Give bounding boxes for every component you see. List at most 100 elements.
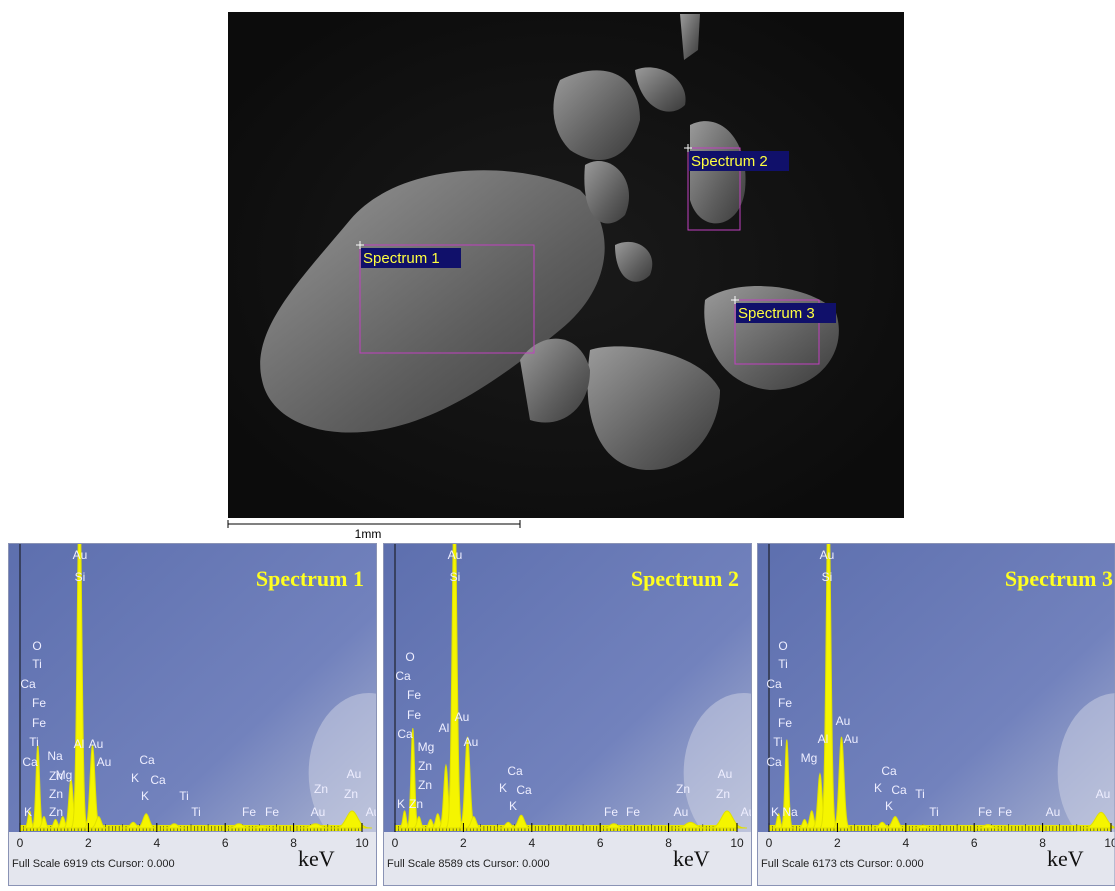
element-label: Na bbox=[47, 749, 63, 763]
element-label: Zn bbox=[49, 787, 63, 801]
element-label: K bbox=[397, 797, 405, 811]
element-label: Fe bbox=[32, 716, 46, 730]
x-tick-label: 8 bbox=[665, 836, 672, 850]
element-label: K bbox=[509, 799, 517, 813]
element-label: Fe bbox=[626, 805, 640, 819]
element-label: Mg bbox=[801, 751, 818, 765]
element-label: Au bbox=[455, 710, 470, 724]
element-label: Ti bbox=[29, 735, 39, 749]
element-label: O bbox=[405, 650, 414, 664]
unit-label: keV bbox=[673, 846, 710, 871]
element-label: Fe bbox=[604, 805, 618, 819]
element-label: Fe bbox=[242, 805, 256, 819]
element-label: Ca bbox=[22, 755, 38, 769]
spectrum-title: Spectrum 2 bbox=[631, 566, 739, 591]
element-label: Ca bbox=[397, 727, 413, 741]
x-tick-label: 4 bbox=[528, 836, 535, 850]
element-label: Ca bbox=[395, 669, 411, 683]
element-label: Ti bbox=[915, 787, 925, 801]
x-tick-label: 0 bbox=[392, 836, 399, 850]
element-label: Zn bbox=[314, 782, 328, 796]
x-tick-label: 2 bbox=[85, 836, 92, 850]
element-label: Zn bbox=[344, 787, 358, 801]
unit-label: keV bbox=[1047, 846, 1084, 871]
x-tick-label: 6 bbox=[597, 836, 604, 850]
region-label: Spectrum 3 bbox=[738, 305, 815, 322]
element-label: Fe bbox=[978, 805, 992, 819]
element-label: Zn bbox=[676, 782, 690, 796]
footer: Full Scale 6173 cts Cursor: 0.000 bbox=[761, 858, 924, 870]
element-label: K bbox=[24, 805, 32, 819]
spectrum-title: Spectrum 1 bbox=[256, 566, 364, 591]
sem-image bbox=[228, 12, 904, 518]
element-label: K bbox=[771, 805, 779, 819]
x-tick-label: 10 bbox=[1104, 836, 1115, 850]
element-label: Au bbox=[73, 548, 88, 562]
element-label: Au bbox=[820, 548, 835, 562]
element-label: Au bbox=[836, 714, 851, 728]
element-label: Ca bbox=[150, 773, 166, 787]
region-label: Spectrum 1 bbox=[363, 250, 440, 267]
element-label: K bbox=[131, 771, 139, 785]
element-label: Ca bbox=[766, 677, 782, 691]
element-label: Au bbox=[366, 805, 381, 819]
element-label: Zn bbox=[49, 805, 63, 819]
element-label: Ca bbox=[20, 677, 36, 691]
element-label: K bbox=[874, 781, 882, 795]
element-label: Fe bbox=[407, 688, 421, 702]
element-label: Au bbox=[1046, 805, 1061, 819]
element-label: Au bbox=[1096, 787, 1111, 801]
element-label: Au bbox=[674, 805, 689, 819]
x-tick-label: 6 bbox=[222, 836, 229, 850]
element-label: Fe bbox=[407, 708, 421, 722]
element-label: Zn bbox=[409, 797, 423, 811]
footer: Full Scale 8589 cts Cursor: 0.000 bbox=[387, 858, 550, 870]
element-label: Au bbox=[464, 735, 479, 749]
element-label: Ca bbox=[891, 783, 907, 797]
element-label: O bbox=[778, 639, 787, 653]
element-label: Ca bbox=[766, 755, 782, 769]
element-label: K bbox=[499, 781, 507, 795]
element-label: Ti bbox=[179, 789, 189, 803]
element-label: Au bbox=[448, 548, 463, 562]
element-label: Au bbox=[89, 737, 104, 751]
element-label: Zn bbox=[49, 769, 63, 783]
x-tick-label: 2 bbox=[834, 836, 841, 850]
element-label: Ca bbox=[139, 753, 155, 767]
spectrum-title: Spectrum 3 bbox=[1005, 566, 1113, 591]
element-label: Zn bbox=[418, 778, 432, 792]
x-tick-label: 8 bbox=[290, 836, 297, 850]
element-label: Ti bbox=[32, 657, 42, 671]
element-label: Al bbox=[74, 737, 85, 751]
element-label: Zn bbox=[716, 787, 730, 801]
element-label: Mg bbox=[418, 740, 435, 754]
element-label: Si bbox=[450, 570, 461, 584]
x-tick-label: 0 bbox=[766, 836, 773, 850]
region-label: Spectrum 2 bbox=[691, 153, 768, 170]
element-label: Ti bbox=[191, 805, 201, 819]
element-label: Fe bbox=[778, 716, 792, 730]
element-label: Si bbox=[75, 570, 86, 584]
footer: Full Scale 6919 cts Cursor: 0.000 bbox=[12, 858, 175, 870]
element-label: Zn bbox=[418, 759, 432, 773]
element-label: Fe bbox=[778, 696, 792, 710]
element-label: Au bbox=[97, 755, 112, 769]
element-label: Al bbox=[818, 732, 829, 746]
element-label: Ca bbox=[507, 764, 523, 778]
x-tick-label: 10 bbox=[355, 836, 369, 850]
element-label: Au bbox=[347, 767, 362, 781]
x-tick-label: 0 bbox=[17, 836, 24, 850]
element-label: Au bbox=[311, 805, 326, 819]
element-label: K bbox=[885, 799, 893, 813]
element-label: Ca bbox=[516, 783, 532, 797]
element-label: Au bbox=[718, 767, 733, 781]
x-tick-label: 4 bbox=[153, 836, 160, 850]
element-label: Ti bbox=[773, 735, 783, 749]
element-label: Fe bbox=[998, 805, 1012, 819]
